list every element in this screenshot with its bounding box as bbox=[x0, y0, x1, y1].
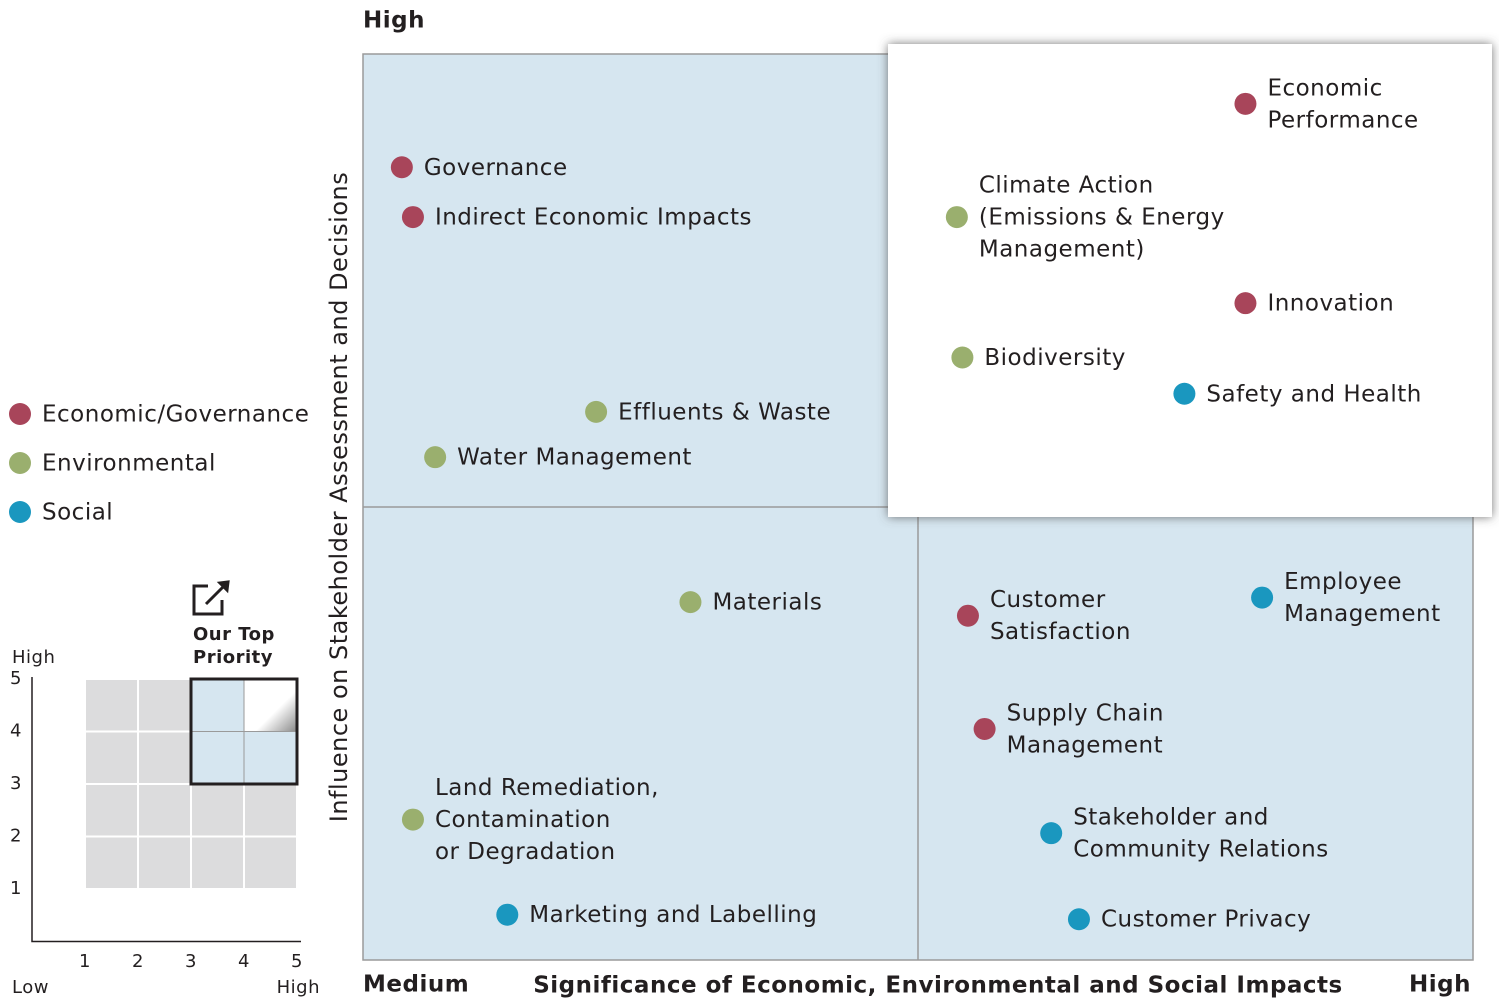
point bbox=[1173, 382, 1196, 405]
axes bbox=[31, 677, 301, 943]
point-label: Land Remediation, bbox=[435, 775, 659, 801]
cell bbox=[243, 783, 298, 838]
point-label: Management bbox=[1007, 732, 1164, 758]
matrix: Medium High High Significance of Economic, … bbox=[9, 8, 1492, 999]
point bbox=[1234, 292, 1257, 315]
legend-marker bbox=[9, 452, 31, 474]
point-label: Customer Privacy bbox=[1101, 907, 1311, 933]
x-axis-title: Significance of Economic, Environmental … bbox=[533, 973, 1343, 999]
point-label: Indirect Economic Impacts bbox=[435, 205, 752, 231]
x-tick-label: 1 bbox=[79, 951, 91, 972]
point bbox=[1040, 822, 1063, 845]
x-low-label: Low bbox=[12, 977, 49, 998]
point bbox=[1251, 586, 1274, 609]
legend-marker bbox=[9, 403, 31, 425]
x-high-label: High bbox=[277, 977, 320, 998]
y-tick-label: High bbox=[363, 8, 425, 34]
point-label: Satisfaction bbox=[990, 619, 1131, 645]
point-label: Marketing and Labelling bbox=[529, 902, 817, 928]
cell bbox=[190, 731, 245, 785]
point-label: Governance bbox=[424, 155, 568, 181]
cell bbox=[190, 835, 245, 890]
point-label: (Emissions & Energy bbox=[979, 205, 1225, 231]
point bbox=[945, 206, 968, 229]
point bbox=[951, 346, 974, 369]
point-label: Biodiversity bbox=[984, 345, 1125, 371]
point bbox=[401, 206, 424, 229]
priority-box bbox=[189, 677, 299, 786]
cell bbox=[137, 678, 192, 733]
annotation: Our Top bbox=[193, 624, 275, 645]
x-tick-label: 4 bbox=[238, 951, 250, 972]
cell bbox=[243, 678, 298, 732]
point-label: Community Relations bbox=[1073, 837, 1329, 863]
point bbox=[585, 400, 608, 423]
x-tick-label: Medium bbox=[363, 972, 469, 998]
point-label: or Degradation bbox=[435, 839, 616, 865]
legend-marker bbox=[9, 501, 31, 523]
point-label: Supply Chain bbox=[1007, 700, 1164, 726]
cell bbox=[137, 783, 192, 838]
x-tick-label: 5 bbox=[291, 951, 303, 972]
y-high-label: High bbox=[12, 647, 55, 668]
legend-label: Social bbox=[42, 500, 113, 526]
point bbox=[424, 446, 447, 469]
point-label: Contamination bbox=[435, 807, 611, 833]
y-tick-label: 4 bbox=[10, 721, 22, 742]
point-label: Water Management bbox=[457, 445, 692, 471]
cell bbox=[243, 835, 298, 890]
point-label: Economic bbox=[1267, 75, 1382, 101]
point bbox=[390, 156, 413, 179]
x-tick-label: 2 bbox=[132, 951, 144, 972]
point-label: Materials bbox=[712, 590, 822, 616]
cell bbox=[84, 730, 139, 785]
point-label: Safety and Health bbox=[1206, 381, 1422, 407]
x-tick-label: 3 bbox=[185, 951, 197, 972]
point-label: Management) bbox=[979, 237, 1145, 263]
cell bbox=[190, 783, 245, 838]
point bbox=[1067, 908, 1090, 931]
cell bbox=[84, 835, 139, 890]
point-label: Stakeholder and bbox=[1073, 805, 1269, 831]
edit-icon bbox=[192, 580, 230, 616]
point bbox=[496, 903, 519, 926]
point-label: Employee bbox=[1284, 569, 1402, 595]
cell bbox=[137, 835, 192, 890]
annotation: Priority bbox=[193, 647, 273, 668]
cell bbox=[84, 783, 139, 838]
point bbox=[401, 808, 424, 831]
point-label: Effluents & Waste bbox=[618, 399, 831, 425]
y-tick-label: 2 bbox=[10, 826, 22, 847]
point-label: Performance bbox=[1267, 107, 1418, 133]
point bbox=[956, 604, 979, 627]
point-label: Management bbox=[1284, 601, 1441, 627]
y-tick-label: 3 bbox=[10, 773, 22, 794]
y-tick-label: 1 bbox=[10, 878, 22, 899]
legend-label: Economic/Governance bbox=[42, 402, 309, 428]
y-tick-label: 5 bbox=[10, 668, 22, 689]
cell bbox=[84, 678, 139, 733]
point bbox=[1234, 92, 1257, 115]
point-label: Customer bbox=[990, 587, 1106, 613]
x-tick-label: High bbox=[1409, 972, 1471, 998]
legend-label: Environmental bbox=[42, 451, 216, 477]
cell bbox=[137, 730, 192, 785]
point-label: Innovation bbox=[1267, 291, 1394, 317]
priority-quadrant bbox=[888, 44, 1492, 517]
cell bbox=[243, 731, 298, 785]
point bbox=[679, 591, 702, 614]
point-label: Climate Action bbox=[979, 173, 1154, 199]
y-axis-title: Influence on Stakeholder Assessment and … bbox=[325, 172, 353, 822]
cell bbox=[190, 678, 245, 732]
point bbox=[973, 717, 996, 740]
